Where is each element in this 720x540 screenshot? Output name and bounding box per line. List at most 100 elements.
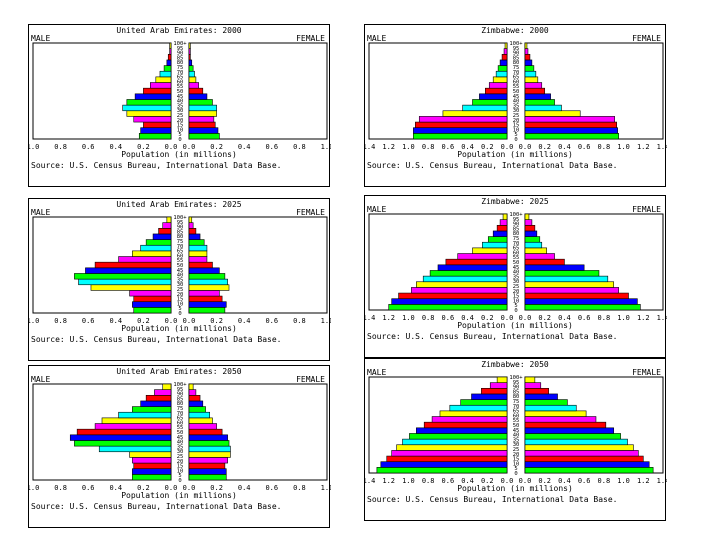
- age-tick-label: 45: [513, 428, 520, 434]
- female-label: FEMALE: [632, 368, 661, 377]
- age-tick-label: 60: [177, 420, 184, 426]
- female-bar: [188, 417, 213, 424]
- x-tick-label: 0.4: [238, 143, 251, 151]
- age-tick-label: 100+: [509, 375, 523, 381]
- male-bar: [101, 417, 172, 424]
- female-label: FEMALE: [632, 205, 661, 214]
- x-tick-label: 0.8: [422, 477, 435, 485]
- pyramid-panel: Zimbabwe: 2025 MALE FEMALE 0 5 10 15 20 25 30 3…: [364, 195, 667, 358]
- age-tick-label: 90: [513, 222, 520, 228]
- x-tick-label: 1.2: [637, 143, 650, 151]
- age-tick-label: 35: [177, 277, 184, 283]
- x-tick-label: 0.4: [558, 477, 571, 485]
- pyramid-panel: United Arab Emirates: 2025 MALE FEMALE 0…: [28, 198, 331, 361]
- age-tick-label: 70: [177, 244, 184, 250]
- chart-title: United Arab Emirates: 2025: [116, 200, 242, 209]
- age-tick-label: 45: [177, 94, 184, 100]
- x-tick-label: 1.0: [617, 314, 630, 322]
- x-tick-label: 0.0: [501, 143, 514, 151]
- age-tick-label: 5: [514, 132, 517, 138]
- male-bar: [140, 400, 172, 407]
- age-tick-label: 30: [177, 282, 184, 288]
- male-bar: [132, 301, 172, 308]
- male-bar: [90, 284, 172, 291]
- age-tick-label: 15: [513, 123, 520, 129]
- age-tick-label: 90: [513, 51, 520, 57]
- age-tick-label: 50: [177, 430, 184, 436]
- age-tick-label: 25: [513, 113, 520, 119]
- x-tick-label: 1.0: [29, 484, 39, 492]
- age-tick-label: 15: [513, 294, 520, 300]
- age-tick-label: 65: [513, 409, 520, 415]
- female-bar: [524, 427, 615, 434]
- male-bar: [98, 445, 172, 453]
- age-tick-label: 70: [177, 411, 184, 417]
- age-tick-label: 55: [513, 418, 520, 424]
- male-label: MALE: [367, 205, 387, 214]
- age-tick-label: 65: [513, 75, 520, 81]
- female-bar: [188, 256, 208, 263]
- female-bar: [188, 233, 201, 240]
- age-tick-label: 15: [513, 457, 520, 463]
- female-bar: [524, 247, 547, 254]
- age-tick-label: 85: [513, 226, 520, 232]
- male-bar: [155, 76, 172, 83]
- age-tick-label: 60: [513, 250, 520, 256]
- age-tick-label: 70: [177, 70, 184, 76]
- pyramid-chart: 0510152025303540455055606570758085909510…: [29, 382, 331, 492]
- age-tick-label: 20: [513, 452, 520, 458]
- female-bar: [524, 70, 537, 78]
- age-tick-label: 85: [513, 389, 520, 395]
- female-bar: [188, 76, 197, 83]
- female-bar: [188, 48, 191, 55]
- male-bar: [140, 244, 172, 252]
- age-tick-label: 100+: [509, 212, 523, 218]
- female-bar: [524, 65, 535, 72]
- male-bar: [495, 70, 508, 78]
- x-tick-label: 0.0: [501, 477, 514, 485]
- age-tick-label: 45: [177, 435, 184, 441]
- male-bar: [431, 416, 508, 423]
- male-bar: [411, 287, 508, 294]
- x-tick-label: 0.0: [519, 477, 532, 485]
- x-tick-label: 0.6: [82, 484, 95, 492]
- female-bar: [524, 219, 533, 226]
- age-tick-label: 75: [177, 406, 184, 412]
- male-bar: [496, 376, 508, 383]
- male-bar: [449, 404, 508, 412]
- female-bar: [524, 275, 609, 283]
- x-axis-label: Population (in millions): [121, 324, 237, 333]
- age-tick-label: 80: [513, 394, 520, 400]
- age-tick-label: 0: [514, 308, 517, 314]
- age-tick-label: 65: [177, 249, 184, 255]
- x-tick-label: 0.2: [137, 143, 150, 151]
- female-bar: [188, 70, 195, 78]
- x-tick-label: 0.6: [442, 477, 455, 485]
- x-tick-label: 0.6: [265, 143, 278, 151]
- male-label: MALE: [31, 34, 51, 43]
- age-tick-label: 55: [177, 258, 184, 264]
- age-tick-label: 25: [177, 287, 184, 293]
- female-bar: [188, 116, 215, 123]
- age-tick-label: 20: [513, 289, 520, 295]
- male-label: MALE: [31, 375, 51, 384]
- age-tick-label: 80: [513, 60, 520, 66]
- female-bar: [188, 440, 230, 447]
- x-tick-label: 0.8: [598, 143, 611, 151]
- age-tick-label: 35: [177, 444, 184, 450]
- female-bar: [188, 59, 193, 66]
- female-bar: [188, 295, 223, 303]
- age-tick-label: 95: [177, 46, 184, 52]
- x-tick-label: 1.0: [402, 314, 415, 322]
- age-tick-label: 60: [177, 79, 184, 85]
- male-bar: [132, 250, 172, 257]
- female-bar: [188, 87, 204, 95]
- male-bar: [132, 406, 172, 413]
- age-tick-label: 40: [513, 433, 520, 439]
- age-tick-label: 95: [513, 217, 520, 223]
- male-label: MALE: [367, 368, 387, 377]
- female-bar: [524, 116, 615, 123]
- pyramid-panel: Zimbabwe: 2050 MALE FEMALE 0 5 10 15 20 25 30 3…: [364, 358, 667, 521]
- age-tick-label: 20: [177, 118, 184, 124]
- female-bar: [524, 104, 562, 112]
